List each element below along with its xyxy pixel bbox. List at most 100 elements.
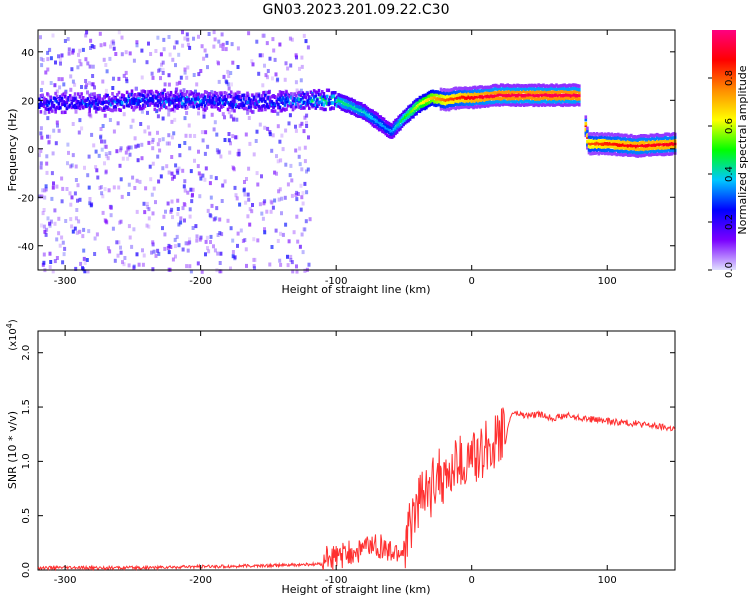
heatmap-ridge-cell	[270, 94, 274, 99]
heatmap-ridge-cell	[249, 101, 252, 106]
heatmap-noise-cell	[117, 30, 121, 35]
heatmap-ridge-cell	[617, 139, 620, 144]
heatmap-ridge-cell	[578, 93, 581, 97]
heatmap-ridge-cell	[473, 88, 477, 93]
heatmap-ridge-cell	[548, 87, 552, 91]
heatmap-ridge-cell	[542, 90, 545, 95]
heatmap-ridge-cell	[660, 133, 664, 138]
heatmap-ridge-cell	[639, 137, 643, 141]
heatmap-ridge-cell	[587, 150, 591, 155]
heatmap-ridge-cell	[573, 96, 576, 100]
heatmap-ridge-cell	[282, 90, 285, 95]
heatmap-ridge-cell	[96, 94, 100, 98]
heatmap-ridge-cell	[197, 92, 200, 96]
heatmap-noise-cell	[46, 116, 50, 121]
heatmap-ridge-cell	[220, 93, 223, 97]
heatmap-ridge-cell	[142, 106, 145, 110]
heatmap-ridge-cell	[407, 118, 410, 123]
heatmap-noise-cell	[176, 212, 180, 217]
heatmap-ridge-cell	[538, 100, 542, 104]
heatmap-ridge-cell	[532, 90, 535, 94]
heatmap-ridge-cell	[662, 152, 666, 157]
heatmap-ridge-cell	[270, 109, 274, 113]
heatmap-ridge-cell	[532, 96, 535, 100]
heatmap-ridge-cell	[504, 100, 508, 104]
heatmap-ridge-cell	[145, 93, 148, 98]
heatmap-noise-cell	[39, 88, 43, 92]
heatmap-ridge-cell	[447, 94, 451, 99]
heatmap-ridge-cell	[351, 107, 355, 112]
heatmap-ridge-cell	[480, 85, 483, 89]
heatmap-ridge-cell	[114, 100, 117, 104]
heatmap-ridge-cell	[229, 90, 233, 94]
heatmap-ridge-cell	[571, 100, 575, 104]
heatmap-ridge-cell	[470, 104, 474, 109]
heatmap-ridge-cell	[496, 102, 500, 106]
heatmap-ridge-cell	[534, 87, 537, 92]
heatmap-ridge-cell	[573, 93, 576, 97]
heatmap-ridge-cell	[566, 99, 570, 103]
heatmap-ridge-cell	[308, 95, 311, 99]
heatmap-ridge-cell	[566, 93, 570, 97]
heatmap-ridge-cell	[410, 112, 413, 116]
heatmap-ridge-cell	[475, 101, 479, 105]
heatmap-ridge-cell	[360, 102, 363, 106]
heatmap-ridge-cell	[233, 109, 236, 113]
heatmap-x-tick-label: -200	[189, 276, 212, 287]
heatmap-ridge-cell	[485, 101, 488, 105]
heatmap-ridge-cell	[451, 96, 454, 101]
heatmap-noise-cell	[127, 263, 131, 268]
heatmap-ridge-cell	[491, 103, 495, 107]
heatmap-noise-cell	[143, 210, 147, 215]
heatmap-ridge-cell	[65, 97, 69, 101]
heatmap-noise-cell	[294, 148, 298, 153]
heatmap-ridge-cell	[288, 103, 292, 108]
heatmap-ridge-cell	[353, 106, 357, 110]
heatmap-ridge-cell	[420, 95, 423, 100]
heatmap-ridge-cell	[439, 93, 443, 98]
heatmap-noise-cell	[186, 190, 190, 195]
heatmap-ridge-cell	[599, 141, 602, 146]
heatmap-noise-cell	[195, 234, 199, 239]
heatmap-ridge-cell	[94, 106, 98, 110]
heatmap-ridge-cell	[660, 146, 664, 150]
heatmap-ridge-cell	[485, 91, 488, 95]
heatmap-ridge-cell	[630, 149, 633, 154]
heatmap-ridge-cell	[617, 132, 620, 137]
heatmap-ridge-cell	[527, 99, 531, 103]
heatmap-ridge-cell	[532, 87, 535, 91]
heatmap-ridge-cell	[350, 97, 353, 102]
heatmap-ridge-cell	[594, 138, 597, 143]
heatmap-ridge-cell	[477, 89, 480, 93]
heatmap-ridge-cell	[395, 130, 399, 134]
heatmap-ridge-cell	[176, 92, 179, 97]
heatmap-noise-cell	[167, 170, 171, 175]
heatmap-noise-cell	[299, 183, 303, 188]
heatmap-ridge-cell	[262, 97, 265, 101]
heatmap-ridge-cell	[47, 107, 51, 111]
heatmap-noise-cell	[167, 133, 171, 138]
heatmap-ridge-cell	[503, 102, 506, 106]
heatmap-ridge-cell	[612, 139, 615, 143]
heatmap-ridge-cell	[573, 83, 576, 87]
heatmap-ridge-cell	[413, 109, 417, 114]
heatmap-ridge-cell	[420, 101, 423, 105]
heatmap-noise-cell	[43, 110, 47, 115]
heatmap-ridge-cell	[106, 105, 109, 110]
heatmap-noise-cell	[62, 252, 66, 257]
heatmap-ridge-cell	[625, 149, 628, 153]
heatmap-ridge-cell	[483, 92, 487, 96]
heatmap-ridge-cell	[564, 84, 568, 88]
heatmap-ridge-cell	[384, 120, 387, 124]
heatmap-noise-cell	[244, 200, 248, 205]
heatmap-noise-cell	[162, 37, 166, 42]
heatmap-ridge-cell	[584, 128, 588, 132]
heatmap-noise-cell	[208, 181, 212, 186]
heatmap-y-label: Frequency (Hz)	[6, 109, 19, 192]
heatmap-ridge-cell	[78, 95, 82, 99]
heatmap-ridge-cell	[379, 125, 383, 129]
heatmap-ridge-cell	[657, 139, 661, 144]
heatmap-noise-cell	[272, 48, 276, 53]
heatmap-ridge-cell	[550, 90, 553, 94]
heatmap-ridge-cell	[672, 148, 675, 153]
